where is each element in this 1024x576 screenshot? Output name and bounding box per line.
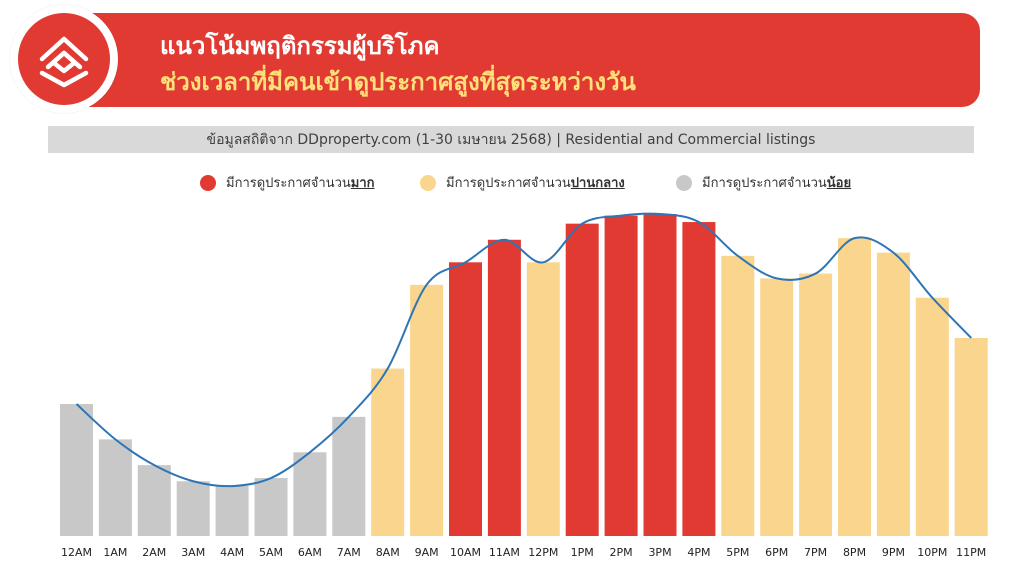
logo-badge <box>10 5 118 113</box>
x-tick-label: 1PM <box>571 546 594 559</box>
x-tick-label: 11PM <box>956 546 986 559</box>
x-tick-label: 12AM <box>61 546 92 559</box>
legend-label-high-emphasis: มาก <box>350 176 375 191</box>
x-tick-label: 3PM <box>648 546 671 559</box>
bar-7AM <box>332 416 366 536</box>
legend-dot-mid <box>420 174 436 191</box>
bar-8AM <box>371 368 405 536</box>
data-source-bar: ข้อมูลสถิติจาก DDproperty.com (1-30 เมษา… <box>48 126 974 153</box>
bar-5PM <box>721 255 755 537</box>
bar-8PM <box>838 238 871 536</box>
x-tick-label: 6AM <box>298 546 322 559</box>
bar-1AM <box>98 439 132 536</box>
x-tick-label: 2AM <box>142 546 166 559</box>
x-tick-label: 9PM <box>882 546 905 559</box>
ddproperty-logo-icon <box>39 36 89 88</box>
x-tick-label: 10PM <box>917 546 947 559</box>
bar-2PM <box>604 215 638 537</box>
bar-5AM <box>254 478 288 536</box>
legend-dot-low <box>676 174 692 191</box>
bar-9PM <box>876 252 910 536</box>
bar-6PM <box>760 278 794 536</box>
bar-7PM <box>799 273 833 536</box>
x-tick-label: 2PM <box>610 546 633 559</box>
bar-9AM <box>410 284 444 536</box>
bar-2AM <box>137 465 171 536</box>
x-tick-label: 7PM <box>804 546 827 559</box>
x-tick-label: 12PM <box>528 546 558 559</box>
legend-label-low-emphasis: น้อย <box>826 176 852 191</box>
header-banner <box>60 13 980 107</box>
x-tick-label: 4AM <box>220 546 244 559</box>
legend-label-mid-emphasis: ปานกลาง <box>570 176 625 191</box>
hourly-views-bar-chart: 12AM 1AM 2AM 3AM 4AM 5AM 6AM 7AM 8AM 9AM 10AM 11AM 1… <box>60 212 988 559</box>
bar-12PM <box>526 262 560 536</box>
x-tick-label: 3AM <box>181 546 205 559</box>
legend-label-high-prefix: มีการดูประกาศจำนวน <box>226 176 351 191</box>
bar-10PM <box>915 297 949 536</box>
bar-3AM <box>176 481 210 536</box>
logo-inner <box>18 13 110 105</box>
x-tick-label: 6PM <box>765 546 788 559</box>
data-source-text: ข้อมูลสถิติจาก DDproperty.com (1-30 เมษา… <box>206 131 816 148</box>
x-tick-label: 5PM <box>726 546 749 559</box>
legend-item-mid: มีการดูประกาศจำนวน ปานกลาง <box>420 172 625 193</box>
page-title: แนวโน้มพฤติกรรมผู้บริโภค <box>160 32 440 60</box>
bar-11AM <box>487 239 521 536</box>
x-tick-label: 8PM <box>843 546 866 559</box>
x-tick-label: 5AM <box>259 546 283 559</box>
legend-item-high: มีการดูประกาศจำนวน มาก <box>200 172 375 193</box>
x-tick-label: 4PM <box>687 546 710 559</box>
legend-label-low-prefix: มีการดูประกาศจำนวน <box>702 176 827 191</box>
bar-4PM <box>682 222 716 537</box>
x-tick-label: 7AM <box>337 546 361 559</box>
legend: มีการดูประกาศจำนวน มาก มีการดูประกาศจำนวน… <box>0 172 1024 196</box>
bar-11PM <box>954 337 988 536</box>
bar-10AM <box>449 262 482 536</box>
x-tick-label: 1AM <box>103 546 127 559</box>
x-tick-label: 9AM <box>415 546 439 559</box>
x-tick-label: 10AM <box>450 546 481 559</box>
trend-line <box>75 212 972 488</box>
bar-1PM <box>565 223 599 536</box>
x-tick-label: 11AM <box>489 546 520 559</box>
page-subtitle-heading: ช่วงเวลาที่มีคนเข้าดูประกาศสูงที่สุดระหว… <box>160 68 636 96</box>
bar-6AM <box>293 452 327 536</box>
bar-12AM <box>60 403 93 536</box>
legend-label-mid-prefix: มีการดูประกาศจำนวน <box>446 176 571 191</box>
bar-3PM <box>643 214 677 536</box>
legend-dot-high <box>200 174 216 191</box>
legend-item-low: มีการดูประกาศจำนวน น้อย <box>676 172 851 193</box>
bar-4AM <box>215 486 249 536</box>
x-tick-label: 8AM <box>376 546 400 559</box>
